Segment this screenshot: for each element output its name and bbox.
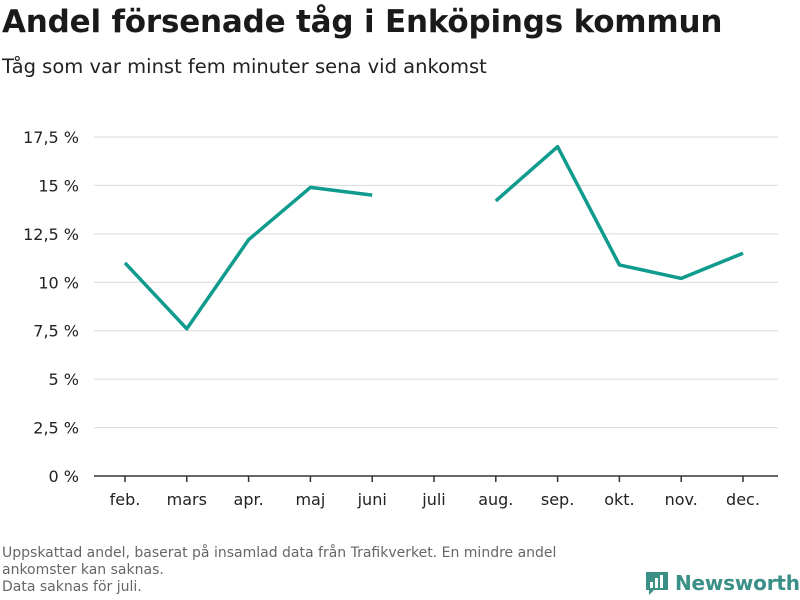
bar-chart-logo-icon (646, 572, 668, 595)
x-tick-label: feb. (110, 490, 141, 509)
y-tick-label: 12,5 % (23, 225, 79, 244)
chart-title: Andel försenade tåg i Enköpings kommun (2, 4, 723, 40)
x-tick-label: juli (421, 490, 445, 509)
footnote-line-1: Uppskattad andel, baserat på insamlad da… (2, 545, 557, 578)
brand-name: Newsworthy (675, 571, 800, 595)
series-line (123, 185, 373, 331)
x-tick-label: aug. (478, 490, 513, 509)
x-tick-label: okt. (604, 490, 634, 509)
y-tick-label: 7,5 % (33, 322, 79, 341)
line-chart: 0 % 2,5 % 5 % 7,5 % 10 % 12,5 % 15 % 17,5 % feb.… (23, 128, 778, 509)
y-tick-label: 17,5 % (23, 128, 79, 147)
x-tick-label: mars (167, 490, 207, 509)
x-tick-label: sep. (541, 490, 574, 509)
x-tick-label: dec. (726, 490, 760, 509)
y-tick-label: 15 % (38, 176, 79, 195)
x-tick-label: apr. (234, 490, 264, 509)
x-tick-label: juni (357, 490, 387, 509)
y-tick-label: 0 % (49, 467, 79, 486)
x-tick-label: maj (295, 490, 325, 509)
y-tick-label: 5 % (49, 370, 79, 389)
series-line (494, 144, 744, 281)
chart-subtitle: Tåg som var minst fem minuter sena vid a… (2, 55, 487, 78)
newsworthy-logo: Newsworthy (645, 570, 800, 596)
y-tick-label: 2,5 % (33, 419, 79, 438)
y-tick-label: 10 % (38, 273, 79, 292)
footnote: Uppskattad andel, baserat på insamlad da… (2, 545, 632, 596)
x-tick-label: nov. (665, 490, 698, 509)
footnote-line-2: Data saknas för juli. (2, 579, 142, 595)
